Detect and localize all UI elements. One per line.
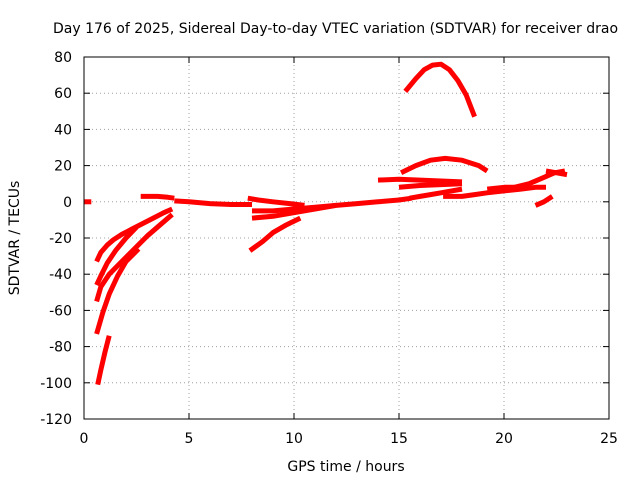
series-seg-15 xyxy=(409,186,463,201)
x-tick-label: 5 xyxy=(185,431,194,447)
series-seg-07 xyxy=(140,193,175,201)
series-seg-11 xyxy=(251,202,337,221)
x-tick-label: 0 xyxy=(80,431,89,447)
series-seg-03 xyxy=(94,225,139,287)
y-tick-label: -100 xyxy=(40,376,72,392)
x-tick-label: 10 xyxy=(285,431,303,447)
x-tick-label: 25 xyxy=(600,431,618,447)
series-seg-21 xyxy=(545,168,568,178)
series-seg-16 xyxy=(400,155,489,176)
series-seg-14 xyxy=(398,181,463,190)
series-seg-22 xyxy=(534,194,554,208)
data-series xyxy=(84,61,568,386)
series-seg-02 xyxy=(94,206,174,263)
y-tick-label: -60 xyxy=(49,303,72,319)
x-tick-label: 20 xyxy=(495,431,513,447)
y-tick-label: -80 xyxy=(49,340,72,356)
series-seg-08 xyxy=(174,198,252,207)
y-tick-label: -120 xyxy=(40,412,72,428)
plot-frame xyxy=(83,56,610,420)
y-tick-label: 0 xyxy=(63,195,72,211)
x-axis-label: GPS time / hours xyxy=(287,459,404,475)
y-tick-label: 20 xyxy=(54,159,72,175)
y-tick-label: 60 xyxy=(54,86,72,102)
x-tick-label: 15 xyxy=(390,431,408,447)
y-tick-label: -20 xyxy=(49,231,72,247)
y-axis-label: SDTVAR / TECUs xyxy=(7,181,23,296)
series-seg-13 xyxy=(377,176,463,185)
series-seg-09 xyxy=(247,195,305,208)
y-tick-label: -40 xyxy=(49,267,72,283)
series-seg-12 xyxy=(248,215,302,253)
y-tick-label: 80 xyxy=(54,50,72,66)
y-tick-label: 40 xyxy=(54,122,72,138)
grid xyxy=(84,57,609,419)
series-seg-18 xyxy=(443,184,546,199)
chart-title: Day 176 of 2025, Sidereal Day-to-day VTE… xyxy=(53,21,618,37)
series-seg-06 xyxy=(95,335,112,386)
series-seg-05 xyxy=(94,247,141,335)
series-seg-04 xyxy=(94,212,174,303)
series-seg-17 xyxy=(403,61,477,118)
